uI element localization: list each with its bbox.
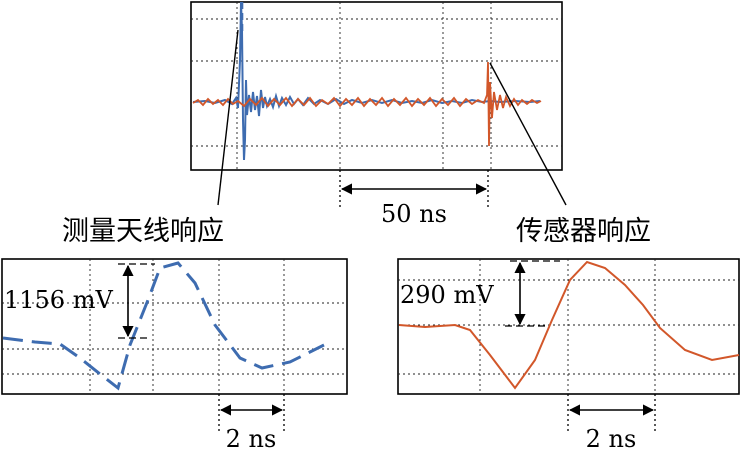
antenna-callout-line <box>217 29 239 206</box>
overview-scope-panel: 50 ns <box>190 1 563 228</box>
sensor-zoom-panel: 290 mV 2 ns <box>397 258 740 451</box>
antenna-caption: 测量天线响应 <box>62 216 224 247</box>
sensor-caption: 传感器响应 <box>516 216 651 247</box>
antenna-zoom-frame <box>1 258 348 395</box>
time-scale-label: 50 ns <box>381 200 447 228</box>
overview-sensor-trace <box>192 61 542 147</box>
overview-scope-grid <box>191 2 562 170</box>
antenna-amplitude-label: 1156 mV <box>4 286 113 314</box>
sensor-time-label: 2 ns <box>586 425 637 451</box>
sensor-zoom-trace <box>398 260 740 390</box>
sensor-callout-line <box>489 62 567 206</box>
antenna-zoom-trace <box>2 261 325 391</box>
sensor-amplitude-label: 290 mV <box>400 281 494 309</box>
overview-scope-frame <box>190 1 563 171</box>
antenna-zoom-panel: 1156 mV 2 ns <box>1 258 348 451</box>
antenna-time-label: 2 ns <box>226 425 277 451</box>
